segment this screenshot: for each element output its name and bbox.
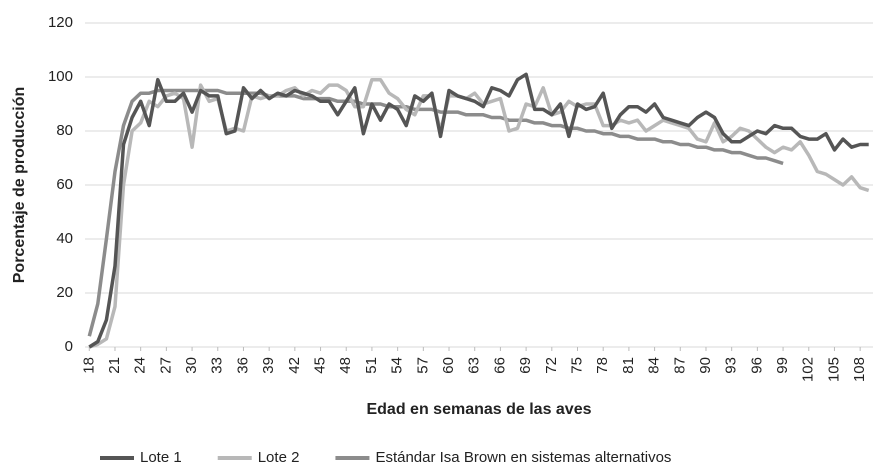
x-tick-label: 30: [183, 357, 200, 374]
y-tick-label: 80: [56, 122, 73, 139]
x-tick-label: 84: [646, 357, 663, 374]
x-tick-label: 33: [209, 357, 226, 374]
x-tick-label: 75: [568, 357, 585, 374]
legend-label: Estándar Isa Brown en sistemas alternati…: [375, 449, 671, 465]
series-line: [88, 72, 869, 349]
y-tick-label: 0: [65, 338, 73, 355]
x-tick-label: 63: [466, 357, 483, 374]
x-tick-label: 48: [337, 357, 354, 374]
x-tick-label: 54: [389, 357, 406, 374]
x-tick-label: 27: [157, 357, 174, 374]
x-tick-label: 51: [363, 357, 380, 374]
y-axis-title: Porcentaje de producción: [11, 87, 28, 283]
x-tick-label: 96: [748, 357, 765, 374]
series-line: [88, 77, 870, 349]
x-tick-label: 24: [132, 357, 149, 374]
x-tick-label: 21: [106, 357, 123, 374]
y-tick-label: 40: [56, 230, 73, 247]
legend-label: Lote 1: [140, 449, 182, 465]
x-tick-label: 99: [774, 357, 791, 374]
x-tick-label: 108: [851, 357, 868, 382]
x-tick-label: 69: [517, 357, 534, 374]
x-tick-label: 78: [594, 357, 611, 374]
x-tick-label: 45: [312, 357, 329, 374]
x-tick-label: 60: [440, 357, 457, 374]
x-tick-label: 57: [414, 357, 431, 374]
y-tick-label: 60: [56, 176, 73, 193]
x-tick-label: 93: [723, 357, 740, 374]
x-tick-label: 81: [620, 357, 637, 374]
y-tick-label: 100: [48, 68, 73, 85]
x-axis-title: Edad en semanas de las aves: [366, 401, 591, 418]
x-tick-label: 66: [491, 357, 508, 374]
x-tick-label: 105: [825, 357, 842, 382]
x-tick-label: 90: [697, 357, 714, 374]
y-tick-label: 20: [56, 284, 73, 301]
x-tick-label: 36: [234, 357, 251, 374]
x-tick-label: 42: [286, 357, 303, 374]
y-tick-label: 120: [48, 14, 73, 31]
x-tick-label: 39: [260, 357, 277, 374]
legend-label: Lote 2: [258, 449, 300, 465]
x-tick-label: 72: [543, 357, 560, 374]
x-tick-label: 102: [800, 357, 817, 382]
x-tick-label: 18: [80, 357, 97, 374]
x-tick-label: 87: [671, 357, 688, 374]
